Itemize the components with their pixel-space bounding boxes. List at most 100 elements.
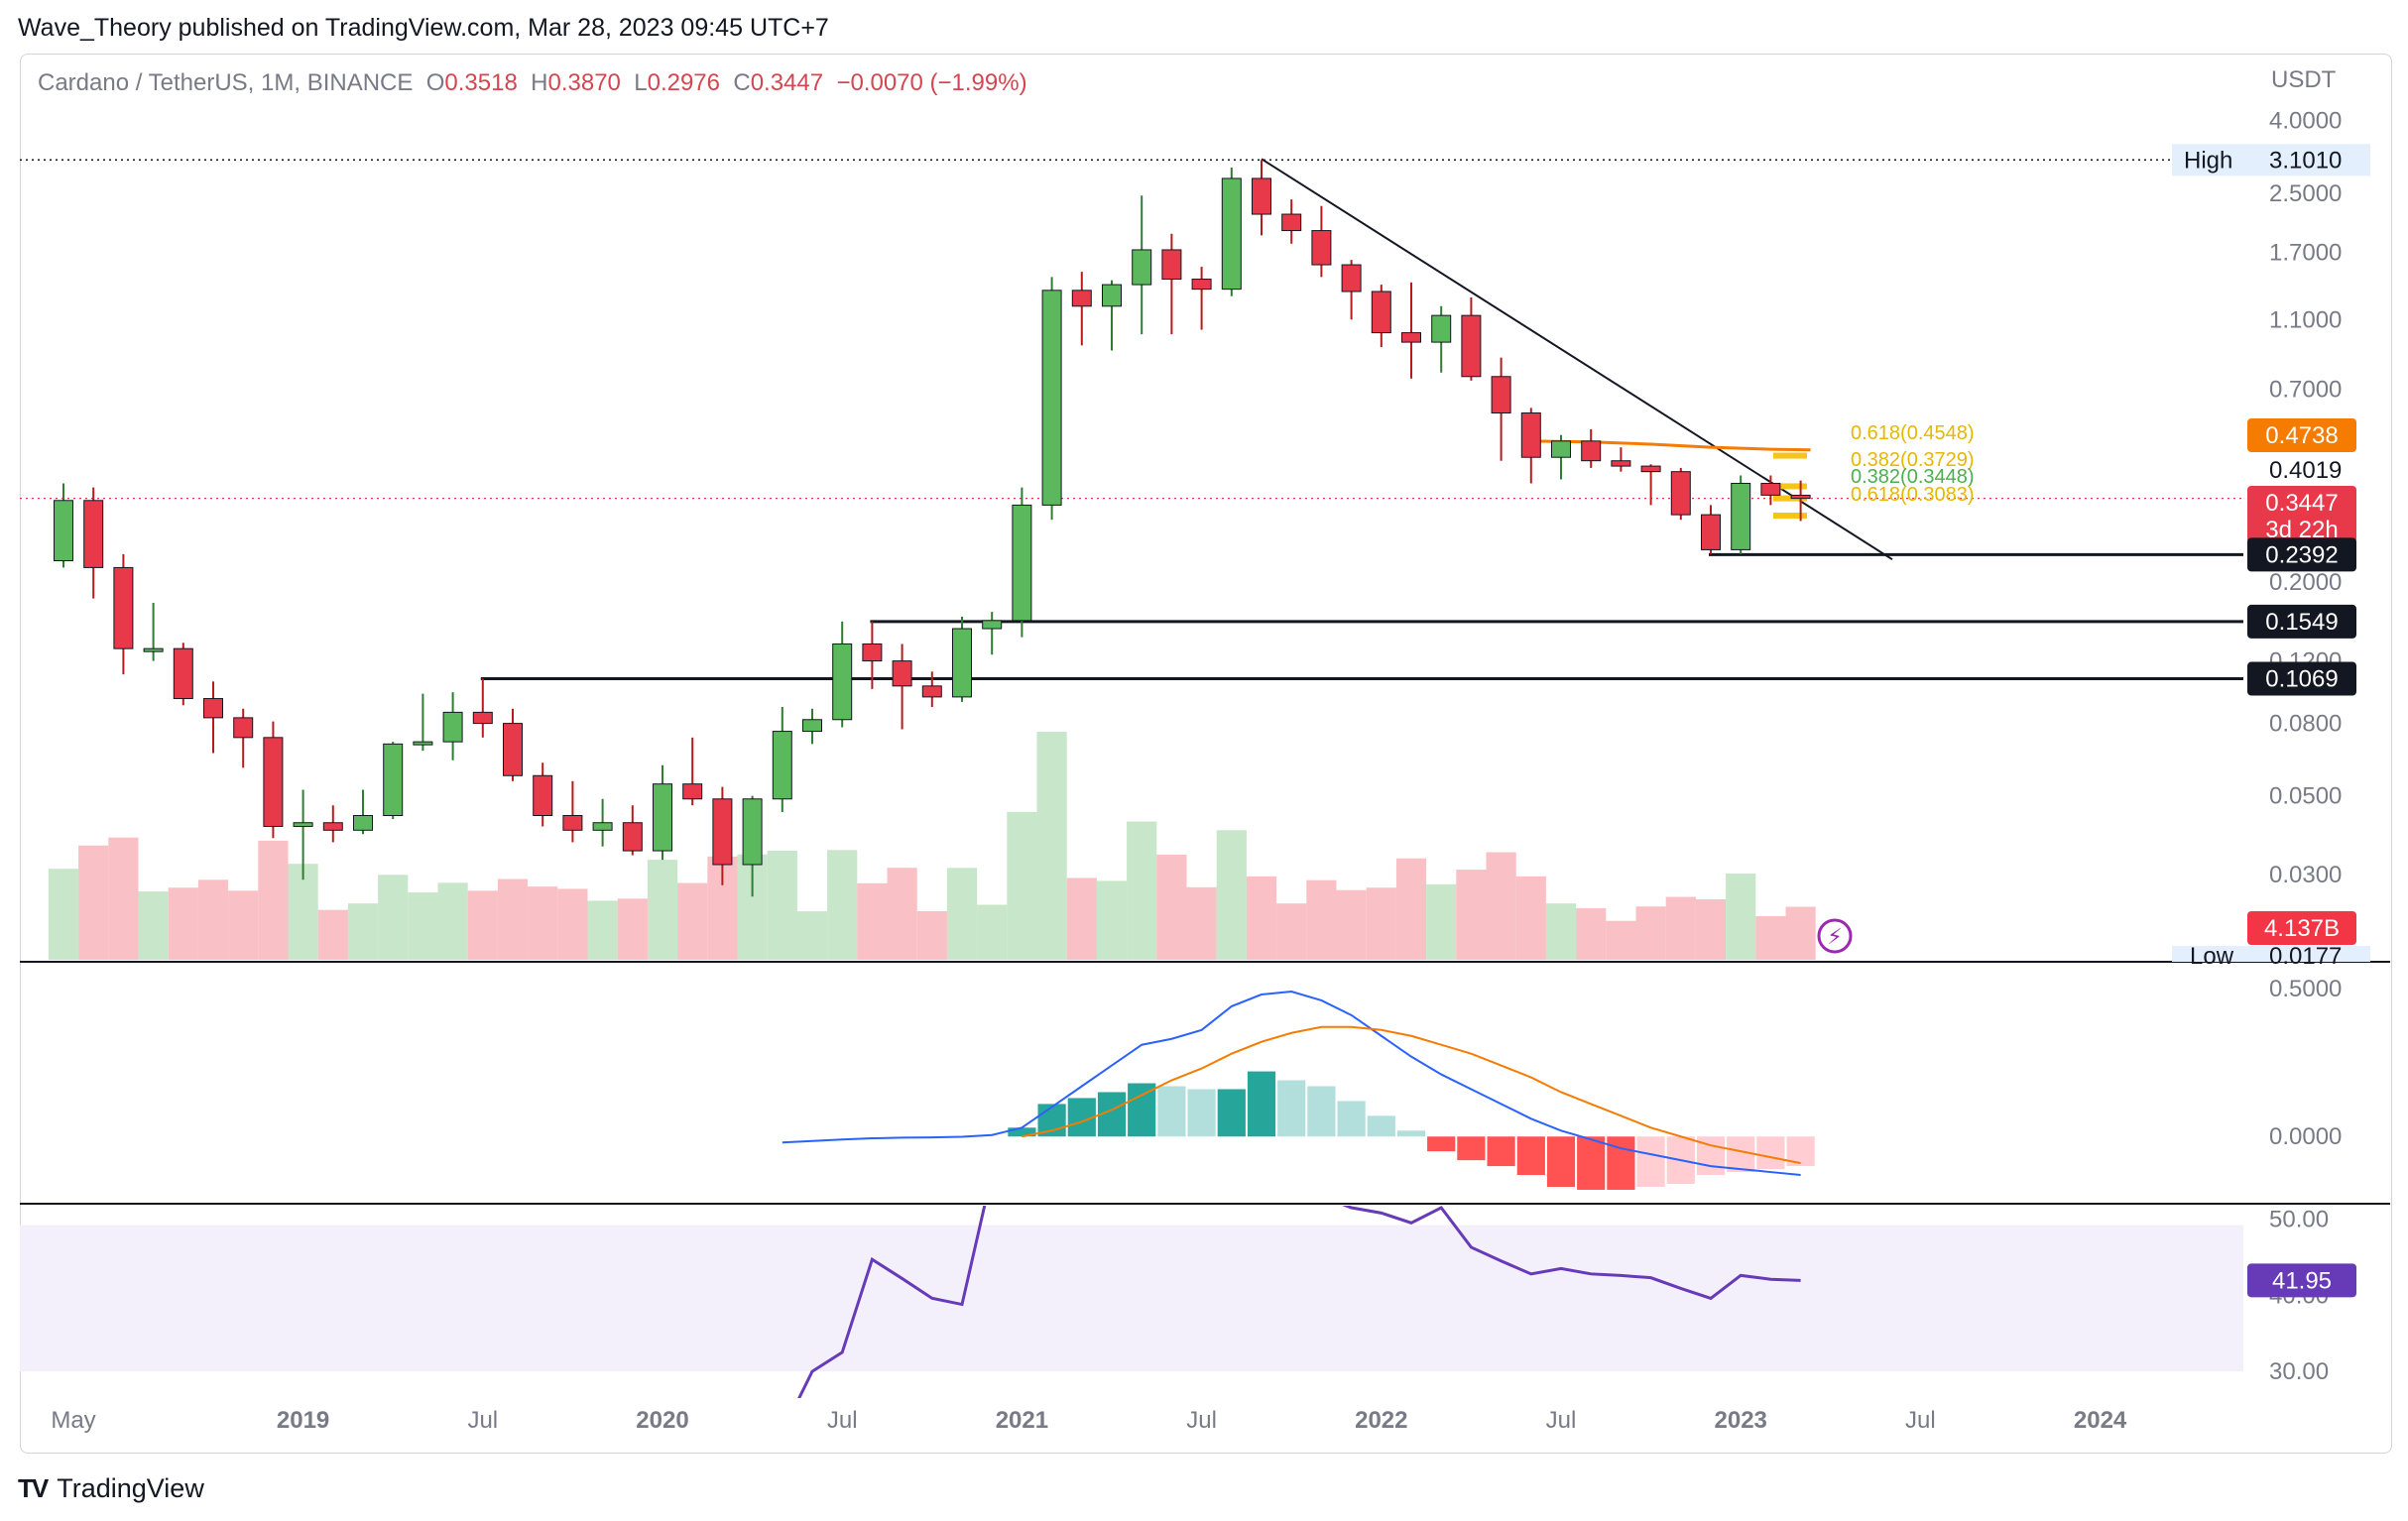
candle-body bbox=[1790, 494, 1811, 500]
volume-bar bbox=[258, 840, 289, 960]
volume-bar bbox=[1726, 874, 1756, 960]
ema-price-tag: 0.4738 bbox=[2265, 422, 2338, 449]
fib-price-tag: 0.4019 bbox=[2269, 457, 2342, 484]
candle-body bbox=[1191, 279, 1212, 291]
macd-histogram-bar bbox=[1427, 1136, 1456, 1152]
low-tag-bg bbox=[2172, 946, 2370, 962]
fib-label: 0.618(0.4548) bbox=[1851, 422, 1975, 444]
macd-histogram-bar bbox=[1247, 1071, 1276, 1137]
volume-bar bbox=[1127, 821, 1157, 960]
legend-high-label: H bbox=[531, 69, 548, 96]
macd-histogram-bar bbox=[1457, 1136, 1486, 1161]
candle-body bbox=[1701, 514, 1721, 550]
volume-bar bbox=[317, 909, 348, 960]
candle-body bbox=[413, 741, 433, 746]
price-tick-label: 4.0000 bbox=[2269, 108, 2342, 135]
price-tick-label: 0.0300 bbox=[2269, 862, 2342, 888]
macd-histogram-bar bbox=[1277, 1080, 1306, 1137]
volume-area bbox=[48, 732, 1816, 960]
volume-bar bbox=[946, 868, 978, 960]
support-price-tag: 0.1549 bbox=[2265, 609, 2338, 636]
candle-body bbox=[562, 814, 583, 831]
macd-histogram-bar bbox=[1577, 1136, 1606, 1190]
candle-body bbox=[1760, 482, 1781, 496]
candle-body bbox=[982, 620, 1003, 630]
candle-body bbox=[1461, 314, 1482, 378]
volume-bar bbox=[1785, 906, 1816, 960]
volume-bar bbox=[408, 892, 438, 960]
time-tick-label: 2022 bbox=[1355, 1407, 1407, 1434]
candle-body bbox=[712, 798, 733, 866]
volume-bar bbox=[1576, 908, 1607, 960]
time-tick-label: May bbox=[51, 1407, 95, 1434]
candles bbox=[54, 160, 1811, 897]
candle-body bbox=[1041, 290, 1062, 506]
candle-body bbox=[293, 822, 313, 827]
rsi-line bbox=[797, 1206, 1801, 1398]
candle-body bbox=[1221, 177, 1242, 291]
macd-tick-label: 0.0000 bbox=[2269, 1123, 2342, 1150]
macd-histogram-bar bbox=[1217, 1089, 1246, 1137]
macd-histogram-bar bbox=[1008, 1127, 1036, 1137]
low-tag-label: Low bbox=[2190, 943, 2234, 970]
fib-label: 0.382(0.3448) bbox=[1851, 466, 1975, 488]
time-tick-label: Jul bbox=[1186, 1407, 1217, 1434]
time-tick-label: Jul bbox=[1905, 1407, 1936, 1434]
volume-bar bbox=[197, 879, 229, 960]
volume-bar bbox=[1036, 732, 1067, 960]
volume-bar bbox=[617, 898, 648, 960]
rsi-value-tag: 41.95 bbox=[2272, 1267, 2332, 1294]
macd-histogram-bar bbox=[1546, 1136, 1576, 1187]
candle-body bbox=[682, 783, 703, 800]
volume-bar bbox=[1695, 899, 1727, 960]
macd-pane bbox=[782, 990, 1815, 1190]
volume-bar bbox=[1306, 879, 1337, 960]
fib-marker bbox=[1773, 495, 1807, 502]
publisher-caption: Wave_Theory published on TradingView.com… bbox=[18, 14, 829, 42]
legend-low-label: L bbox=[634, 69, 648, 96]
fib-label: 0.618(0.3083) bbox=[1851, 484, 1975, 506]
candle-body bbox=[233, 717, 254, 739]
candle-body bbox=[1102, 284, 1122, 307]
low-tag-value: 0.0177 bbox=[2269, 943, 2342, 970]
tradingview-logo-icon: TV bbox=[18, 1473, 49, 1503]
volume-bar bbox=[916, 910, 947, 960]
candle-body bbox=[952, 628, 972, 698]
macd-histogram-bar bbox=[1307, 1086, 1336, 1137]
fib-marker bbox=[1773, 483, 1807, 490]
candle-body bbox=[533, 774, 553, 816]
lightning-glyph: ⚡ bbox=[1827, 925, 1842, 950]
candle-body bbox=[1401, 332, 1421, 343]
volume-bar bbox=[1486, 852, 1516, 960]
candle-body bbox=[1611, 460, 1631, 467]
legend-low: 0.2976 bbox=[647, 69, 720, 96]
support-price-tag-bg bbox=[2247, 661, 2356, 696]
fib-marker bbox=[1773, 452, 1807, 459]
volume-bar bbox=[108, 837, 139, 960]
time-tick-label: 2023 bbox=[1715, 1407, 1767, 1434]
macd-histogram-bar bbox=[1636, 1136, 1665, 1187]
macd-histogram-bar bbox=[1367, 1115, 1395, 1137]
candle-body bbox=[54, 500, 73, 562]
candle-body bbox=[1341, 264, 1362, 292]
currency-label: USDT bbox=[2271, 66, 2337, 93]
ema-price-tag-bg bbox=[2247, 418, 2356, 452]
symbol-legend: Cardano / TetherUS, 1M, BINANCE O0.3518 … bbox=[38, 69, 1027, 97]
high-tag-label: High bbox=[2184, 147, 2232, 174]
candle-body bbox=[622, 822, 643, 852]
candle-body bbox=[353, 814, 373, 831]
candle-body bbox=[472, 711, 493, 725]
volume-bar bbox=[1246, 876, 1277, 960]
volume-bar bbox=[1426, 883, 1457, 960]
candle-body bbox=[1491, 376, 1511, 414]
volume-bar bbox=[1066, 878, 1097, 960]
price-tick-label: 1.1000 bbox=[2269, 306, 2342, 333]
macd-histogram-bar bbox=[1337, 1101, 1366, 1137]
volume-bar bbox=[827, 850, 858, 960]
macd-tick-label: 0.5000 bbox=[2269, 976, 2342, 1002]
macd-histogram-bar bbox=[1396, 1130, 1426, 1137]
volume-bar bbox=[1635, 906, 1666, 960]
trend-line bbox=[1261, 158, 1893, 561]
macd-histogram-bar bbox=[1157, 1086, 1186, 1137]
